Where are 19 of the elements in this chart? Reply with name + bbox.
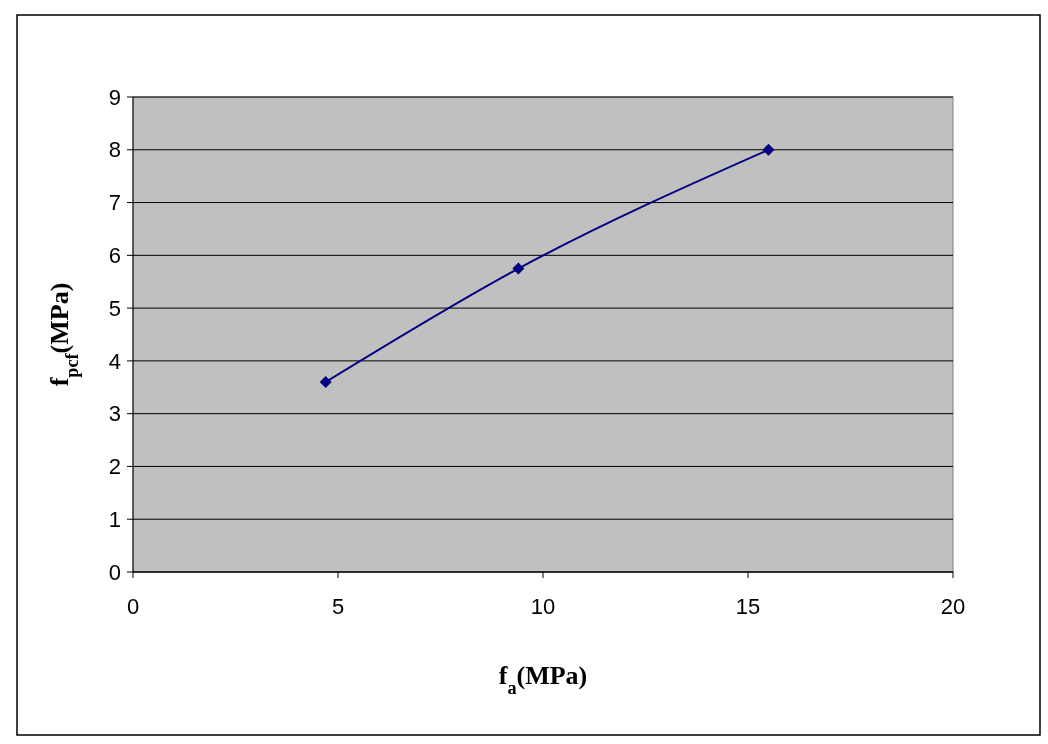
- y-tick-label: 5: [108, 295, 121, 321]
- x-tick-label: 20: [940, 594, 966, 619]
- x-tick-label: 0: [126, 594, 140, 619]
- y-tick-label: 1: [108, 506, 121, 532]
- y-tick-label: 3: [108, 401, 121, 427]
- y-tick-label: 4: [108, 348, 121, 374]
- x-axis-title: f$_{a}$(MPa): [498, 661, 588, 698]
- point: [512, 262, 525, 275]
- y-tick-label: 9: [108, 84, 121, 110]
- y-tick-label: 0: [108, 559, 121, 585]
- y-tick-label: 2: [108, 454, 121, 480]
- point: [762, 143, 775, 156]
- x-tick-label: 5: [331, 594, 345, 619]
- x-tick-label: 15: [735, 594, 761, 619]
- y-tick-label: 7: [108, 190, 121, 216]
- y-tick-label: 6: [108, 243, 121, 269]
- point: [319, 376, 332, 388]
- x-tick-label: 10: [530, 594, 556, 619]
- y-tick-label: 8: [108, 137, 121, 163]
